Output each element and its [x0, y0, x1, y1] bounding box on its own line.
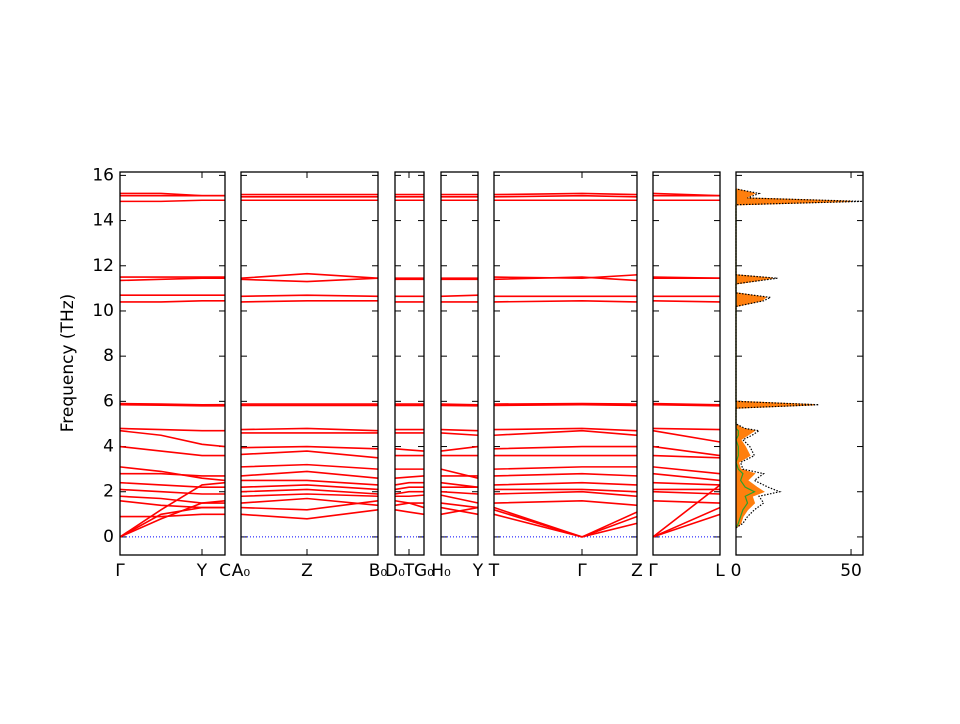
- band: [494, 405, 637, 406]
- x-tick-label: Z: [301, 561, 313, 581]
- band: [441, 404, 478, 405]
- band: [241, 471, 378, 478]
- x-tick-label: D₀: [385, 561, 405, 581]
- band: [120, 431, 225, 447]
- band: [494, 492, 637, 497]
- band: [241, 499, 378, 506]
- band: [120, 200, 225, 201]
- band: [395, 487, 424, 489]
- band: [494, 428, 637, 430]
- band: [241, 274, 378, 279]
- band: [653, 483, 720, 485]
- band: [241, 480, 378, 485]
- band: [241, 465, 378, 470]
- y-tick-label: 2: [103, 482, 114, 502]
- x-tick-label: C: [219, 561, 231, 581]
- dos-curve: [736, 189, 863, 528]
- panel-frame: [241, 172, 378, 555]
- y-tick-label: 14: [92, 211, 114, 231]
- band: [653, 508, 720, 537]
- band: [494, 196, 637, 197]
- band: [241, 428, 378, 430]
- x-tick-label: A₀: [232, 561, 251, 581]
- band: [395, 449, 424, 451]
- band: [241, 485, 378, 490]
- y-tick-label: 16: [92, 165, 114, 185]
- panel-frame: [395, 172, 424, 555]
- band: [494, 501, 637, 506]
- band: [241, 451, 378, 458]
- panel-frame: [653, 172, 720, 555]
- band: [494, 193, 637, 194]
- band: [494, 467, 637, 469]
- panel-frame: [441, 172, 478, 555]
- x-tick-label: Γ: [115, 561, 125, 581]
- band: [494, 301, 637, 302]
- y-axis-label: Frequency (THz): [58, 294, 78, 433]
- band: [395, 510, 424, 515]
- x-tick-label: 0: [731, 561, 742, 581]
- band: [653, 447, 720, 456]
- x-tick-label: Z: [631, 561, 643, 581]
- band: [441, 295, 478, 296]
- y-tick-label: 4: [103, 437, 114, 457]
- band: [494, 447, 637, 449]
- band: [653, 467, 720, 474]
- y-tick-label: 10: [92, 301, 114, 321]
- band: [441, 503, 478, 508]
- band: [441, 433, 478, 435]
- y-tick-label: 12: [92, 256, 114, 276]
- x-tick-label: T: [403, 561, 415, 581]
- band: [653, 301, 720, 302]
- band: [120, 489, 225, 494]
- panel-frame: [494, 172, 637, 555]
- band: [120, 508, 225, 537]
- band: [441, 447, 478, 452]
- band: [395, 495, 424, 496]
- band: [395, 476, 424, 478]
- band: [441, 469, 478, 478]
- band: [120, 447, 225, 456]
- band: [241, 278, 378, 281]
- band: [241, 510, 378, 519]
- band: [494, 431, 637, 436]
- band: [653, 501, 720, 503]
- band: [241, 301, 378, 302]
- band: [120, 278, 225, 280]
- panel-frame: [736, 172, 863, 555]
- band: [441, 495, 478, 503]
- band: [120, 474, 225, 476]
- band: [653, 474, 720, 481]
- x-tick-label: Y: [472, 561, 484, 581]
- x-tick-label: H₀: [431, 561, 451, 581]
- band: [653, 514, 720, 537]
- x-tick-label: T: [488, 561, 500, 581]
- dos-curve: [736, 189, 851, 528]
- band: [653, 405, 720, 406]
- band: [120, 301, 225, 302]
- band: [653, 456, 720, 458]
- x-tick-label: Γ: [577, 561, 587, 581]
- y-tick-label: 0: [103, 527, 114, 547]
- band: [441, 430, 478, 431]
- band: [653, 277, 720, 278]
- band: [494, 483, 637, 485]
- band: [494, 514, 637, 537]
- band: [494, 474, 637, 476]
- band: [120, 428, 225, 430]
- band: [241, 447, 378, 449]
- y-tick-label: 6: [103, 391, 114, 411]
- band: [241, 295, 378, 296]
- x-tick-label: 50: [840, 561, 862, 581]
- y-tick-label: 8: [103, 346, 114, 366]
- x-tick-label: L: [715, 561, 725, 581]
- band: [241, 494, 378, 496]
- x-tick-label: Y: [196, 561, 208, 581]
- band: [653, 428, 720, 429]
- x-tick-label: Γ: [648, 561, 658, 581]
- band: [395, 483, 424, 485]
- band: [653, 431, 720, 442]
